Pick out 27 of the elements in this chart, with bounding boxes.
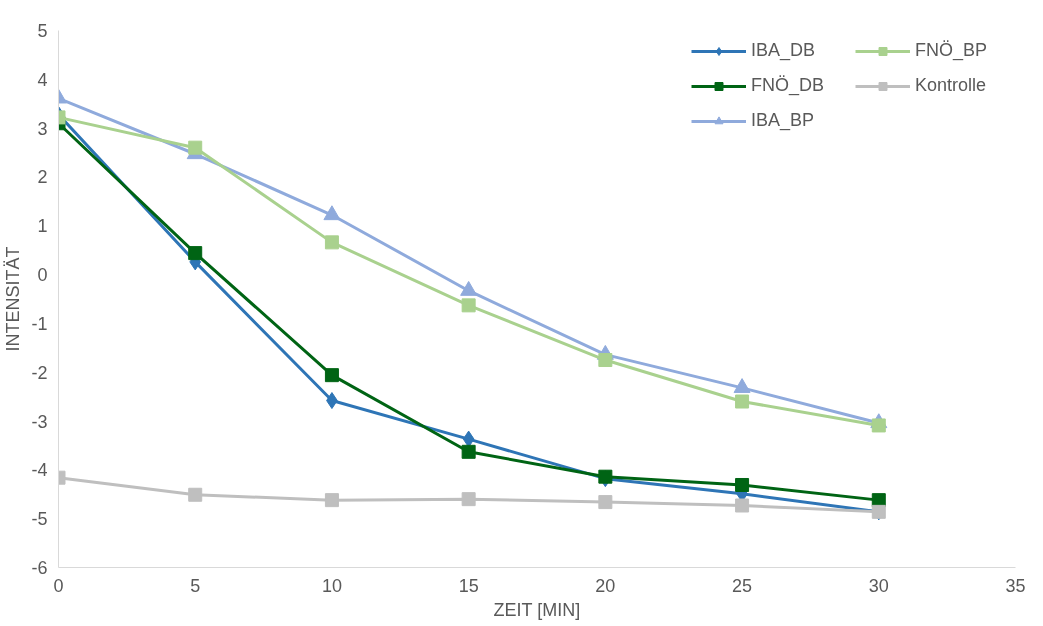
y-axis-title: INTENSITÄT — [3, 246, 24, 352]
y-tick-label: 0 — [37, 265, 48, 286]
x-tick-label: 20 — [595, 575, 616, 596]
x-tick-label: 5 — [190, 575, 201, 596]
x-tick-label: 30 — [868, 575, 889, 596]
legend-label: IBA_BP — [751, 110, 816, 131]
legend-label: FNÖ_DB — [751, 75, 825, 96]
y-tick-label: -6 — [31, 558, 48, 578]
y-tick-label: -3 — [31, 411, 48, 432]
x-tick-label: 10 — [321, 575, 342, 596]
y-tick-label: 5 — [37, 21, 48, 41]
legend-label: IBA_DB — [751, 40, 817, 61]
legend-label: Kontrolle — [915, 75, 988, 96]
x-tick-label: 15 — [458, 575, 479, 596]
y-tick-label: 4 — [37, 69, 48, 90]
y-tick-label: -2 — [31, 362, 48, 383]
legend-label: FNÖ_BP — [915, 40, 989, 61]
y-tick-label: 2 — [37, 167, 48, 188]
x-tick-label: 0 — [53, 575, 64, 596]
y-tick-label: -4 — [31, 460, 48, 481]
x-axis-title: ZEIT [MIN] — [493, 599, 581, 620]
y-tick-label: -5 — [31, 509, 48, 530]
x-tick-label: 35 — [1005, 575, 1026, 596]
x-tick-label: 25 — [732, 575, 753, 596]
y-tick-label: 1 — [37, 216, 48, 237]
y-tick-label: 3 — [37, 118, 48, 139]
y-tick-label: -1 — [31, 313, 48, 334]
